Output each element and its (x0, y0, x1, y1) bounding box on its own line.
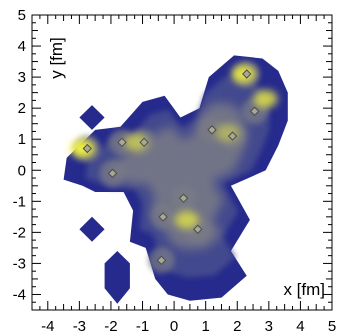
y-tick-label: 4 (18, 38, 26, 55)
nucleon-marker-8 (178, 193, 189, 203)
x-tick-label: -4 (41, 318, 54, 335)
nucleon-marker-5 (117, 137, 127, 148)
y-tick-label: -2 (13, 224, 26, 241)
x-tick-label: 5 (328, 318, 336, 335)
nucleon-marker-1 (249, 106, 260, 116)
nucleon-marker-10 (193, 224, 203, 234)
hot-spot-1 (253, 89, 278, 108)
y-tick-label: 0 (18, 162, 26, 179)
nucleon-marker-6 (139, 137, 149, 148)
density-region-island-left-upper (79, 105, 105, 130)
hot-spot-5 (215, 124, 240, 142)
nucleon-marker-7 (107, 168, 118, 179)
x-tick-label: 0 (170, 318, 178, 335)
hot-spot-3 (124, 133, 149, 152)
x-tick-label: -2 (104, 318, 117, 335)
y-tick-label: 2 (18, 100, 26, 117)
x-tick-label: 1 (202, 318, 210, 335)
y-axis-title: y [fm] (47, 37, 66, 79)
nucleon-marker-11 (156, 255, 167, 266)
y-tick-label: 3 (18, 69, 26, 86)
y-tick-label: -4 (13, 286, 26, 303)
x-axis-tick-labels: -4 -3 -2 -1 0 1 2 3 4 5 (41, 318, 336, 335)
y-tick-label: 1 (18, 131, 26, 148)
y-tick-label: -3 (13, 255, 26, 272)
x-tick-label: -3 (73, 318, 86, 335)
density-region-island-bottom (104, 251, 130, 304)
nucleon-marker-4 (82, 143, 92, 154)
x-tick-label: -1 (136, 318, 149, 335)
y-tick-label: 5 (18, 7, 26, 24)
hot-spot-2 (70, 139, 95, 158)
nucleon-markers (82, 69, 260, 266)
x-tick-label: 4 (296, 318, 304, 335)
density-region-island-left-lower (79, 216, 105, 242)
nucleon-marker-3 (227, 131, 238, 141)
nucleon-marker-2 (207, 125, 217, 135)
y-axis-tick-labels: -4 -3 -2 -1 0 1 2 3 4 5 (13, 7, 26, 303)
x-tick-label: 2 (233, 318, 241, 335)
nucleon-marker-0 (242, 69, 252, 79)
y-tick-label: -1 (13, 193, 26, 210)
nucleon-marker-9 (158, 212, 168, 222)
axis-ticks (31, 14, 333, 311)
x-axis-title: x [fm] (283, 280, 325, 299)
x-tick-label: 3 (265, 318, 273, 335)
hot-spot-4 (174, 210, 199, 229)
